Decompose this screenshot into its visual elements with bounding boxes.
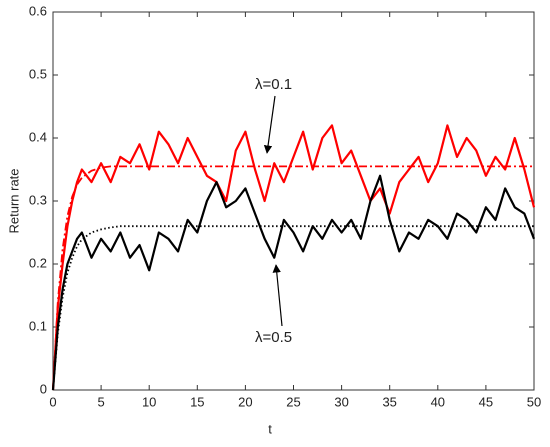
series-line [52, 225, 534, 391]
y-tick-label: 0 [40, 381, 47, 396]
y-tick-label: 0.2 [29, 255, 47, 270]
x-tick-label: 25 [286, 394, 300, 409]
y-tick-label: 0.5 [29, 66, 47, 81]
x-tick-label: 15 [190, 394, 204, 409]
series-line [52, 165, 534, 391]
y-tick-label: 0.1 [29, 318, 47, 333]
x-axis-label: t [268, 421, 272, 436]
y-tick-label: 0.6 [29, 3, 47, 18]
annotation: λ=0.5 [255, 329, 292, 346]
x-tick-label: 35 [382, 394, 396, 409]
annotation-arrow [272, 264, 283, 327]
x-tick-label: 50 [527, 394, 541, 409]
y-axis-label: Return rate [6, 168, 21, 233]
x-tick-label: 40 [431, 394, 445, 409]
x-tick-label: 30 [334, 394, 348, 409]
x-tick-label: 45 [479, 394, 493, 409]
series-line [51, 174, 536, 391]
annotation-arrow [263, 95, 276, 154]
x-tick-label: 20 [238, 394, 252, 409]
x-tick-label: 0 [49, 394, 56, 409]
annotation: λ=0.1 [255, 76, 292, 93]
x-tick-label: 5 [97, 394, 104, 409]
plot-frame [52, 11, 535, 391]
series-line [51, 124, 536, 391]
y-tick-label: 0.3 [29, 192, 47, 207]
x-tick-label: 10 [142, 394, 156, 409]
y-tick-label: 0.4 [29, 129, 47, 144]
